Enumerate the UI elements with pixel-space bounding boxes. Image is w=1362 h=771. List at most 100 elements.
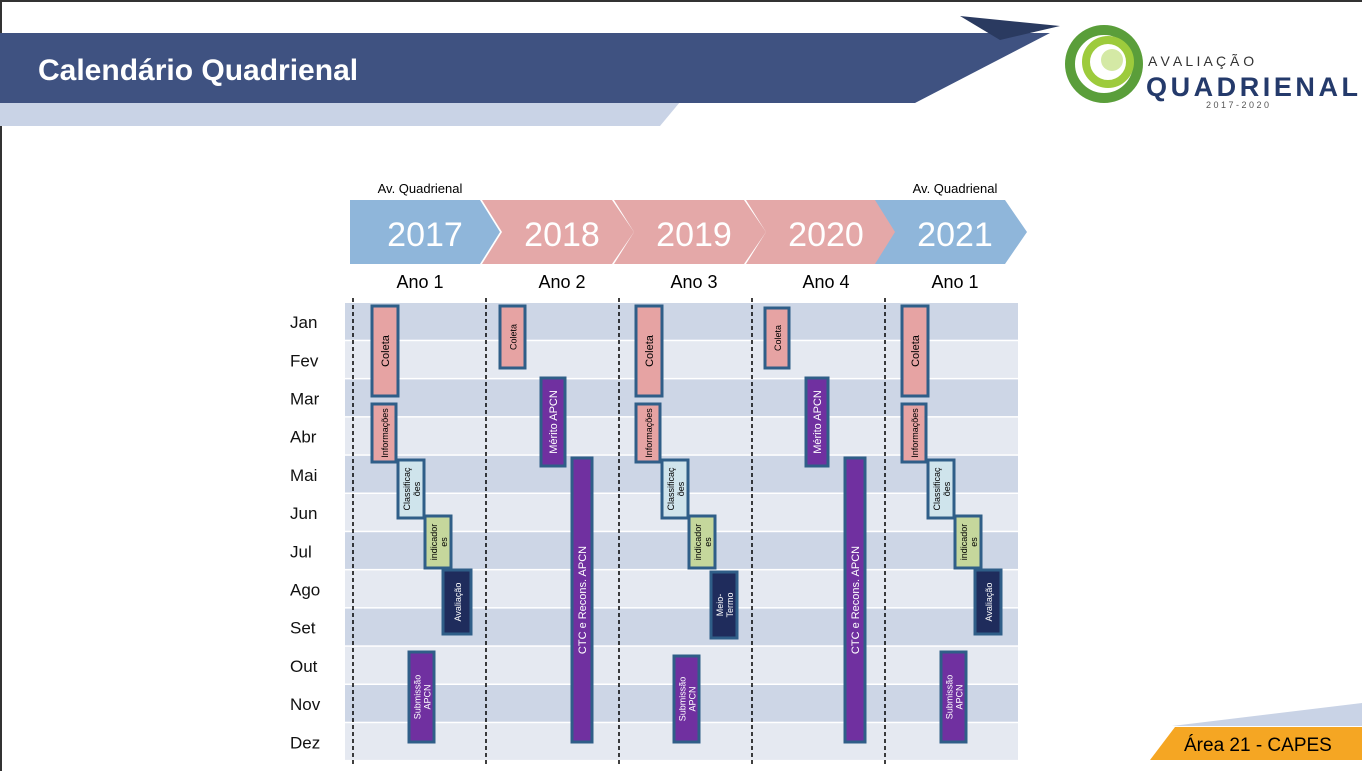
activity-label: Mérito APCN [812, 390, 824, 454]
activity-label: Avaliação [984, 583, 994, 622]
activity-label-line: Coleta [773, 325, 783, 351]
activity-label-line: ões [412, 481, 422, 496]
activity-block [407, 650, 436, 744]
activity-label: indicadores [429, 524, 449, 561]
footer-tag [1150, 727, 1362, 760]
year-label: 2019 [656, 216, 732, 254]
activity-label-line: CTC e Recons. APCN [850, 546, 862, 654]
activity-block [939, 650, 968, 744]
calendar: Jan Fev Mar Abr Mai Jun Jul Ago Set Out Nov Dez 2017… [290, 181, 1027, 765]
activity-label-line: Submissão [413, 675, 423, 720]
phase-label: Ano 4 [802, 272, 849, 292]
activity-label-line: CTC e Recons. APCN [577, 546, 589, 654]
activity-label: Meio-Termo [715, 592, 735, 617]
activity-block [634, 402, 662, 464]
activity-label: Coleta [509, 324, 519, 350]
month-label: Jun [290, 504, 317, 523]
activity-label-line: Coleta [509, 324, 519, 350]
activity-block [900, 304, 930, 398]
activity-block [498, 304, 527, 370]
year-chevron [875, 200, 1027, 264]
activity-label: Informações [380, 408, 390, 458]
title: Calendário Quadrienal [38, 54, 358, 87]
logo-core [1101, 49, 1123, 71]
activity-label: Coleta [773, 325, 783, 351]
activity-label: Classificações [932, 467, 952, 511]
activity-label-line: APCN [688, 686, 698, 711]
logo-years: 2 0 1 7 - 2 0 2 0 [1206, 100, 1269, 110]
activity-label: SubmissãoAPCN [678, 677, 698, 722]
activity-label-line: Informações [380, 408, 390, 458]
activity-label-line: ões [676, 481, 686, 496]
year-chevron [746, 200, 898, 264]
month-label: Mar [290, 390, 320, 409]
activity-label-line: APCN [423, 684, 433, 709]
header-strip [0, 102, 680, 126]
month-label: Mai [290, 466, 317, 485]
logo-top: A V A L I A Ç Ã O [1148, 53, 1254, 69]
activity-label: CTC e Recons. APCN [850, 546, 862, 654]
activity-label-line: Submissão [945, 675, 955, 720]
top-label: Av. Quadrienal [913, 181, 998, 196]
activity-block [804, 376, 830, 468]
activity-label-line: Classificaç [666, 467, 676, 511]
activity-label: SubmissãoAPCN [413, 675, 433, 720]
activity-label-line: Coleta [644, 334, 656, 367]
activity-block [672, 654, 701, 744]
activity-label-line: Coleta [910, 334, 922, 367]
activity-label: indicadores [693, 524, 713, 561]
activity-label: SubmissãoAPCN [945, 675, 965, 720]
footer-strip [1172, 703, 1362, 726]
logo: A V A L I A Ç Ã O QUADRIENAL 2 0 1 7 - 2… [1065, 25, 1358, 110]
activity-label-line: Informações [644, 408, 654, 458]
activity-label: Informações [910, 408, 920, 458]
activity-label-line: Coleta [380, 334, 392, 367]
year-label: 2020 [788, 216, 864, 254]
activity-label: Coleta [644, 334, 656, 367]
activity-block [370, 304, 400, 398]
activity-block [763, 306, 791, 370]
activity-label: Classificações [402, 467, 422, 511]
activity-label: CTC e Recons. APCN [577, 546, 589, 654]
month-label: Ago [290, 581, 320, 600]
activity-label-line: Termo [725, 592, 735, 617]
month-label: Jul [290, 542, 312, 561]
activity-label-line: Submissão [678, 677, 688, 722]
activity-label-line: ões [942, 481, 952, 496]
year-label: 2017 [387, 216, 463, 254]
activity-label-line: es [703, 537, 713, 547]
activity-block [926, 458, 956, 520]
phase-label: Ano 1 [396, 272, 443, 292]
logo-main: QUADRIENAL [1146, 72, 1358, 102]
activity-block [709, 570, 739, 640]
month-label: Nov [290, 695, 321, 714]
activity-label-line: Mérito APCN [812, 390, 824, 454]
month-label: Dez [290, 733, 320, 752]
activity-label-line: APCN [955, 684, 965, 709]
activity-block [539, 376, 567, 468]
month-label: Abr [290, 428, 317, 447]
activity-block [396, 458, 426, 520]
activity-label: Informações [644, 408, 654, 458]
activity-label-line: Classificaç [932, 467, 942, 511]
phase-label: Ano 1 [931, 272, 978, 292]
activity-block [973, 568, 1003, 636]
activity-label-line: indicador [429, 524, 439, 561]
year-chevron [350, 200, 500, 264]
activity-block [843, 456, 867, 744]
footer-text: Área 21 - CAPES [1184, 735, 1332, 756]
month-label: Jan [290, 313, 317, 332]
activity-block [900, 402, 928, 464]
activity-label: Coleta [910, 334, 922, 367]
activity-label-line: indicador [693, 524, 703, 561]
activity-label-line: Classificaç [402, 467, 412, 511]
activity-block [441, 568, 473, 636]
activity-block [953, 514, 983, 570]
activity-label: Mérito APCN [548, 390, 560, 454]
logo-ring [1082, 36, 1134, 88]
phase-label: Ano 3 [670, 272, 717, 292]
activity-label-line: es [969, 537, 979, 547]
logo-ring [1065, 25, 1143, 103]
activity-label-line: Meio- [715, 594, 725, 617]
